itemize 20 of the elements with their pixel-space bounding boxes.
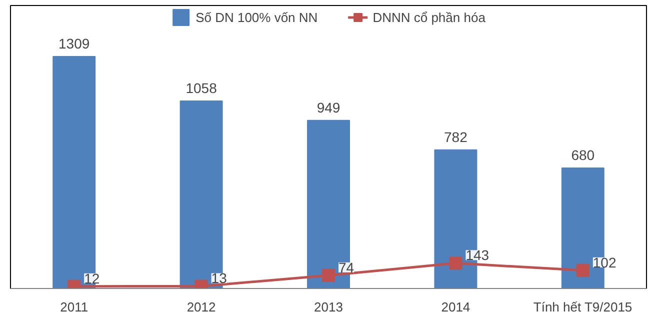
- data-label: 13: [211, 270, 228, 286]
- data-label: 1058: [186, 80, 218, 96]
- data-label: 12: [84, 270, 100, 286]
- data-label: 102: [592, 254, 616, 270]
- point: [576, 264, 590, 277]
- x-tick-label: Tính hết T9/2015: [533, 300, 632, 314]
- x-tick-label: 2013: [314, 300, 343, 314]
- x-tick-label: 2011: [60, 300, 88, 314]
- data-label: 949: [316, 99, 340, 116]
- point: [449, 256, 462, 270]
- data-label: 782: [444, 128, 468, 145]
- data-label: 680: [571, 147, 595, 163]
- point: [322, 268, 335, 282]
- legend-label: Số DN 100% vốn NN: [196, 10, 318, 24]
- data-label: 74: [338, 259, 354, 276]
- legend-label: DNNN cổ phần hóa: [372, 10, 486, 24]
- data-label: 143: [466, 247, 490, 264]
- data-label: 1309: [58, 36, 90, 52]
- x-tick-label: 2014: [441, 300, 470, 314]
- x-tick-label: 2012: [186, 300, 216, 314]
